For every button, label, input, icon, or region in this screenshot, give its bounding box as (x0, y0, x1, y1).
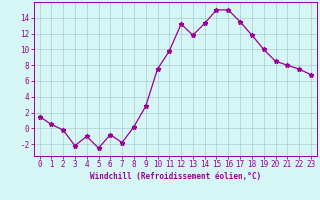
X-axis label: Windchill (Refroidissement éolien,°C): Windchill (Refroidissement éolien,°C) (90, 172, 261, 181)
